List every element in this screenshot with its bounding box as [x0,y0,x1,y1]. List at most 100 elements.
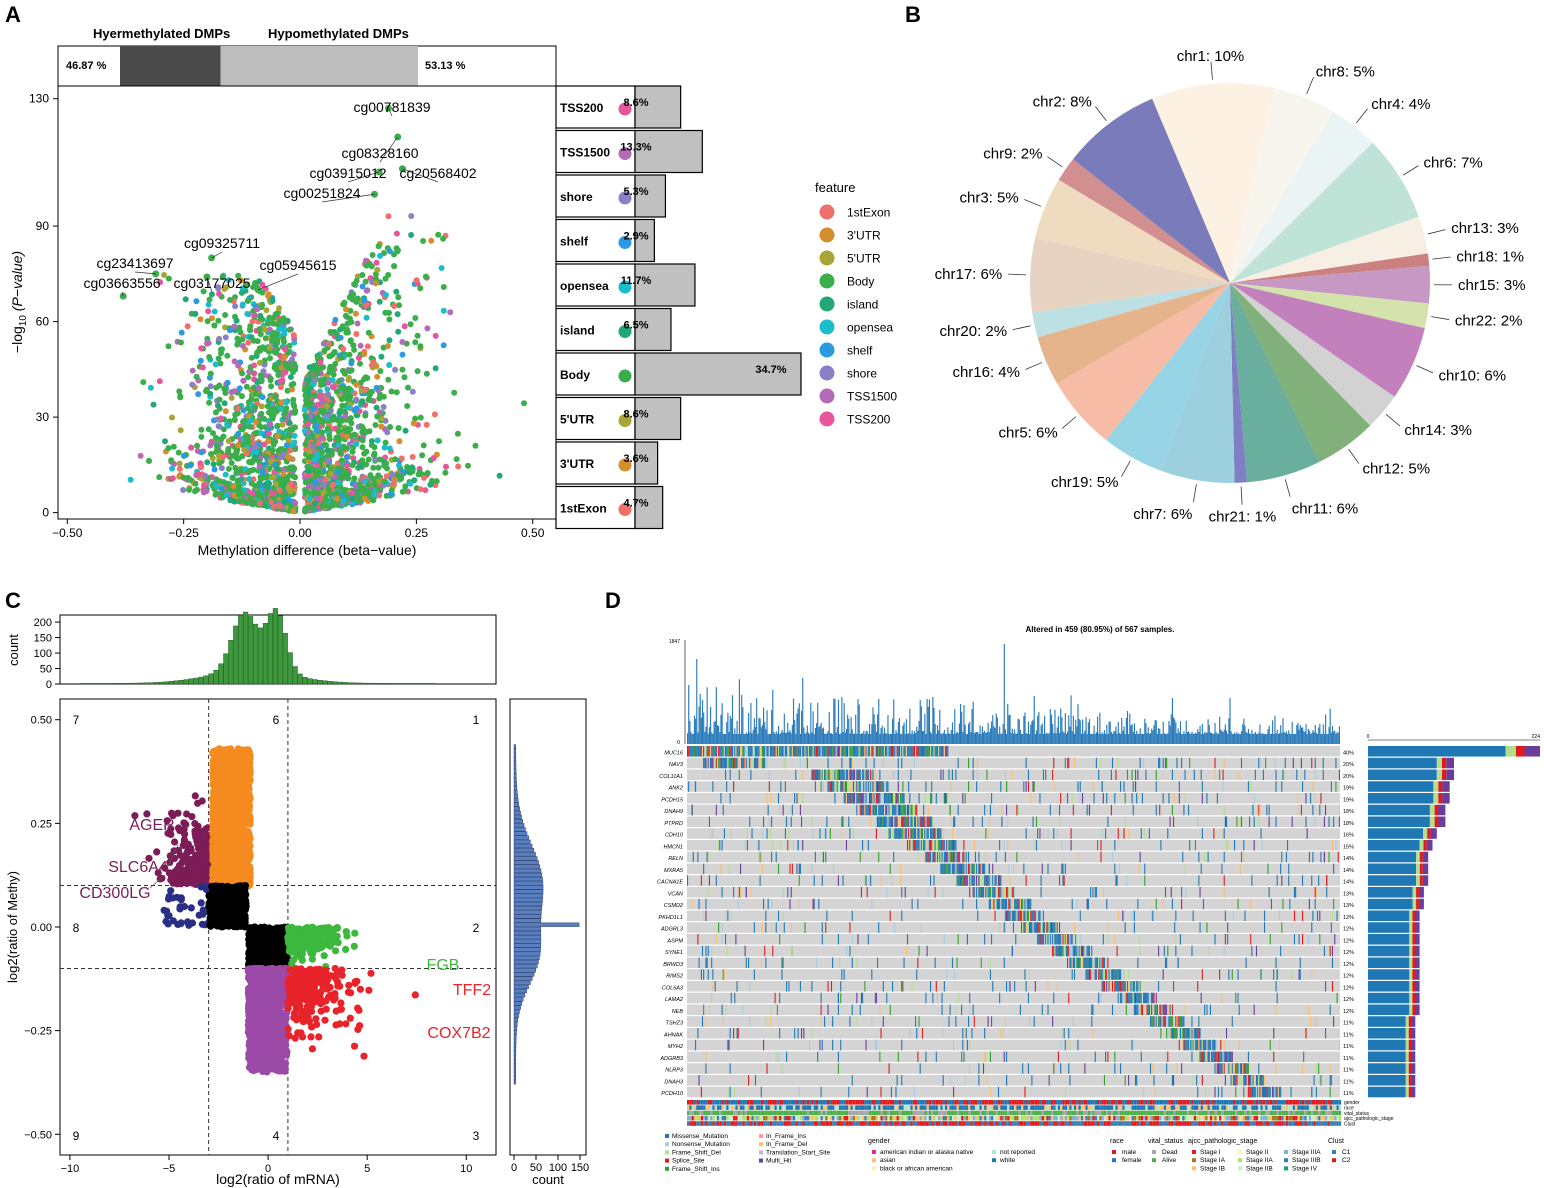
volcano-point [377,456,383,463]
volcano-point [302,441,309,448]
volcano-point [387,424,394,430]
legend-label: opensea [847,321,893,335]
volcano-point [402,427,409,434]
volcano-point [251,362,258,369]
volcano-point [343,306,349,313]
volcano-point [325,379,332,386]
volcano-point [424,325,431,332]
volcano-point [359,457,366,464]
scatter-c-point [224,753,232,761]
volcano-point [236,324,243,331]
feature-pct: 6.5% [623,320,648,332]
y-tick-label: 90 [36,219,50,233]
volcano-point [382,454,389,461]
volcano-point [382,292,389,298]
volcano-point [276,503,283,510]
volcano-point [219,274,226,280]
volcano-point [321,347,328,354]
volcano-point [169,465,176,472]
volcano-point [266,465,273,472]
volcano-point [215,317,222,324]
pie-label: chr18: 1% [1456,248,1524,265]
volcano-point [210,461,217,468]
volcano-point [380,393,387,400]
volcano-point [374,413,381,420]
volcano-point [314,462,321,469]
volcano-point [373,259,380,266]
volcano-point [211,322,218,329]
pie-leader [1432,256,1451,260]
volcano-point [417,486,424,493]
scatter-c-point [197,899,205,907]
top-hist-bar [337,681,343,685]
volcano-point [256,493,263,500]
volcano-point [231,416,238,423]
top-hist-bar [332,681,338,685]
volcano-point [188,444,195,451]
volcano-point [212,491,219,498]
volcano-point [203,488,210,495]
volcano-point [286,420,293,426]
volcano-point [238,289,245,296]
volcano-point [274,433,281,440]
volcano-point [362,478,368,485]
hypo-dmps-label: Hypomethylated DMPs [268,26,409,41]
volcano-point [165,343,172,350]
volcano-point [351,431,358,438]
volcano-point [279,377,286,384]
volcano-point [216,396,223,403]
volcano-point [412,415,419,422]
scatter-c-point [239,802,247,810]
top-hist-bar [292,666,298,685]
volcano-point [279,421,286,428]
pie-leader [1284,479,1291,497]
volcano-point [472,442,479,449]
top-hist-bar [218,663,224,685]
scatter-c-point [230,812,239,821]
volcano-point [228,394,235,401]
hypo-bar [220,46,418,86]
scatter-c-point [220,778,228,786]
volcano-point [332,316,339,323]
volcano-point [330,384,336,390]
volcano-point [401,323,408,330]
top-hist-bar [238,615,244,685]
volcano-point [362,428,369,435]
volcano-point [399,339,406,345]
volcano-point [194,442,201,449]
volcano-point [396,462,402,469]
volcano-point [384,429,391,436]
scatter-c-point [187,904,195,912]
top-hist-tick-label: 0 [46,679,52,691]
scatter-c-point [219,747,227,755]
volcano-point [209,291,215,298]
volcano-point [363,287,370,294]
scatter-c-point [191,792,199,800]
volcano-point [211,466,218,473]
volcano-point [353,381,360,388]
top-hist-bar [168,681,174,685]
volcano-point [359,437,366,444]
volcano-point [258,475,265,481]
volcano-point [261,415,268,422]
volcano-point [345,475,352,482]
volcano-point [216,423,223,430]
scatter-c-point [227,849,236,857]
top-hist-bar [208,673,214,685]
volcano-point [351,346,358,353]
volcano-point [347,393,354,400]
volcano-point [222,408,229,415]
volcano-point [276,326,283,333]
volcano-point [193,298,200,305]
volcano-point [222,334,229,341]
volcano-point [221,400,228,407]
volcano-point [370,497,377,504]
top-hist-bar [139,682,145,685]
volcano-point [392,456,399,463]
feature-label: island [560,324,595,338]
volcano-point [170,443,177,450]
top-hist-bar [213,669,219,685]
top-hist-bar [371,683,377,685]
volcano-point [438,265,445,271]
